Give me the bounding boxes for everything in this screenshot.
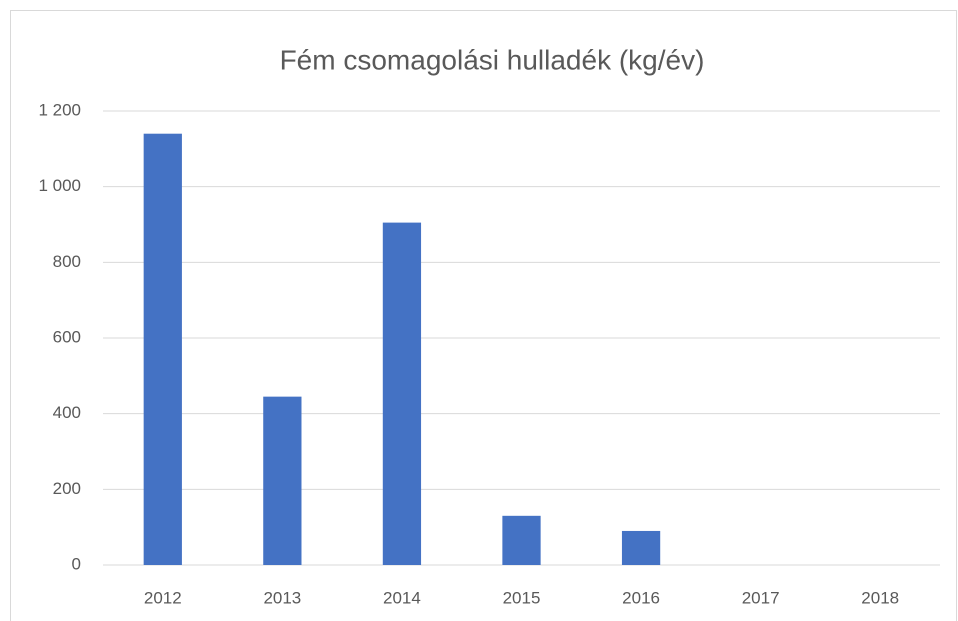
x-tick-label: 2018 <box>861 588 899 607</box>
y-tick-label: 1 000 <box>38 176 81 195</box>
bar <box>263 396 302 565</box>
y-tick-label: 200 <box>53 479 81 498</box>
bar <box>621 530 661 565</box>
x-tick-label: 2013 <box>263 588 301 607</box>
y-tick-label: 400 <box>53 403 81 422</box>
bar <box>502 515 541 565</box>
y-tick-label: 1 200 <box>38 100 81 119</box>
x-tick-label: 2016 <box>622 588 660 607</box>
y-tick-label: 800 <box>53 252 81 271</box>
chart-title: Fém csomagolási hulladék (kg/év) <box>280 44 705 75</box>
y-tick-label: 600 <box>53 327 81 346</box>
x-tick-label: 2015 <box>503 588 541 607</box>
x-tick-label: 2012 <box>144 588 182 607</box>
y-tick-label: 0 <box>72 554 81 573</box>
bar <box>382 222 422 565</box>
x-tick-label: 2014 <box>383 588 421 607</box>
x-tick-label: 2017 <box>742 588 780 607</box>
bar <box>143 133 182 565</box>
